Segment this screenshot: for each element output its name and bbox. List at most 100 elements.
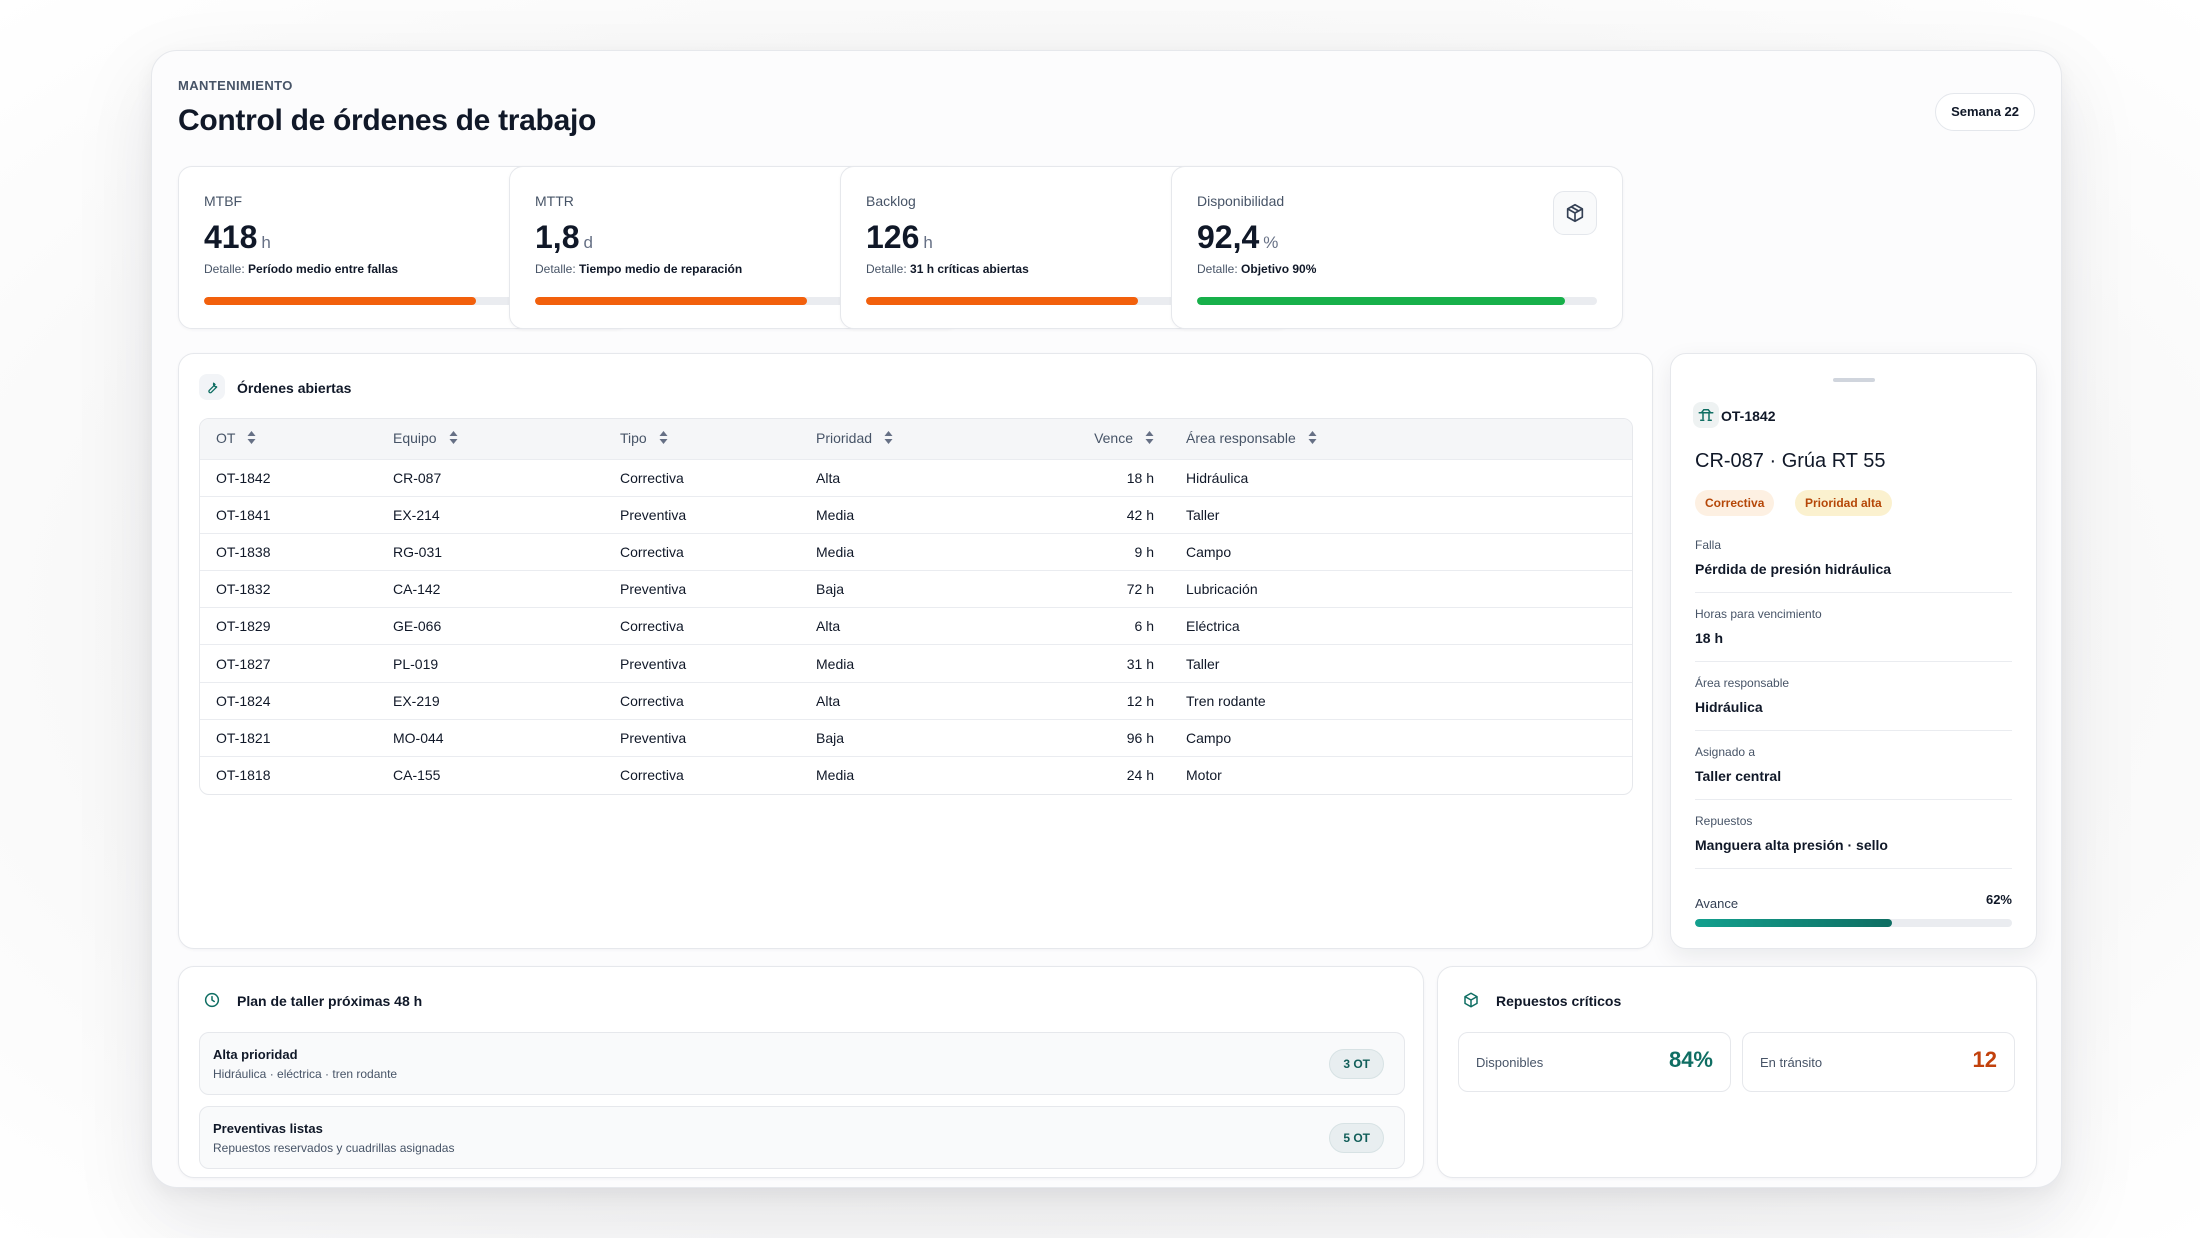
field-label-horas: Horas para vencimiento: [1695, 607, 1822, 621]
cell-vence: 96 h: [1126, 729, 1154, 746]
kpi-progress-track: [1197, 297, 1597, 305]
workshop-plan-panel: Plan de taller próximas 48 h Alta priori…: [178, 966, 1424, 1178]
orders-panel: Órdenes abiertas OT Equipo Tipo Priorida…: [178, 353, 1653, 949]
sort-icon: [1145, 431, 1154, 447]
dashboard-window: MANTENIMIENTO Control de órdenes de trab…: [151, 50, 2062, 1188]
kpi-detail: Detalle: 31 h críticas abiertas: [866, 262, 1029, 276]
column-header-equipo[interactable]: Equipo: [377, 419, 604, 459]
critical-spares-panel: Repuestos críticos Disponibles 84% En tr…: [1437, 966, 2037, 1178]
cell-prioridad: Baja: [816, 581, 845, 598]
kpi-label: Backlog: [866, 193, 916, 209]
table-row[interactable]: OT-1838 RG-031 Correctiva Media 9 h Campo: [200, 533, 1632, 570]
cell-vence: 18 h: [1126, 469, 1154, 486]
cell-prioridad: Media: [816, 543, 855, 560]
field-value-falla: Pérdida de presión hidráulica: [1695, 561, 1892, 577]
cell-tipo: Correctiva: [620, 618, 684, 635]
kpi-detail: Detalle: Objetivo 90%: [1197, 262, 1317, 276]
kpi-progress-track: [204, 297, 604, 305]
table-row[interactable]: OT-1829 GE-066 Correctiva Alta 6 h Eléctrica: [200, 607, 1632, 645]
cell-area: Taller: [1186, 506, 1220, 523]
column-header-area[interactable]: Área responsable: [1170, 419, 1632, 459]
table-row[interactable]: OT-1842 CR-087 Correctiva Alta 18 h Hidráulic…: [200, 459, 1632, 496]
cell-equipo: PL-019: [393, 655, 439, 672]
cell-ot: OT-1832: [216, 581, 271, 598]
crane-icon: [1693, 402, 1719, 428]
progress-track: [1695, 919, 2012, 927]
stock-card-available: Disponibles 84%: [1458, 1032, 1731, 1092]
cell-area: Tren rodante: [1186, 692, 1266, 709]
cell-prioridad: Media: [816, 506, 855, 523]
cell-vence: 24 h: [1126, 767, 1154, 784]
kpi-progress-track: [866, 297, 1266, 305]
column-header-ot[interactable]: OT: [200, 419, 377, 459]
cell-vence: 31 h: [1126, 655, 1154, 672]
kpi-value: 92,4%: [1197, 219, 1279, 255]
cell-equipo: EX-219: [393, 692, 440, 709]
kpi-detail: Detalle: Tiempo medio de reparación: [535, 262, 743, 276]
spares-panel-title: Repuestos críticos: [1496, 993, 1622, 1009]
week-selector-button[interactable]: Semana 22: [1935, 93, 2035, 131]
cell-vence: 9 h: [1134, 543, 1154, 560]
clock-icon: [199, 987, 225, 1013]
wrench-icon: [199, 374, 225, 400]
kpi-label: Disponibilidad: [1197, 193, 1285, 209]
divider: [1695, 868, 2012, 869]
cell-tipo: Preventiva: [620, 655, 687, 672]
table-row[interactable]: OT-1832 CA-142 Preventiva Baja 72 h Lubricaci…: [200, 570, 1632, 608]
sort-icon: [1308, 431, 1317, 447]
cell-prioridad: Baja: [816, 729, 845, 746]
kpi-card-availability: Disponibilidad 92,4% Detalle: Objetivo 9…: [1171, 166, 1623, 329]
cell-equipo: RG-031: [393, 543, 443, 560]
table-row[interactable]: OT-1841 EX-214 Preventiva Media 42 h Taller: [200, 496, 1632, 533]
kpi-progress-track: [535, 297, 935, 305]
stock-value: 84%: [1668, 1047, 1713, 1072]
table-row[interactable]: OT-1821 MO-044 Preventiva Baja 96 h Campo: [200, 719, 1632, 756]
field-value-asignado: Taller central: [1695, 768, 1782, 784]
cell-prioridad: Alta: [816, 618, 841, 635]
stock-card-in-transit: En tránsito 12: [1742, 1032, 2015, 1092]
progress-label: Avance: [1695, 896, 1739, 911]
cell-tipo: Correctiva: [620, 767, 684, 784]
cell-area: Hidráulica: [1186, 469, 1249, 486]
divider: [1695, 661, 2012, 662]
package-icon: [1458, 987, 1484, 1013]
kpi-value: 1,8 d: [535, 219, 593, 255]
kpi-progress-fill: [204, 297, 476, 305]
table-row[interactable]: OT-1824 EX-219 Correctiva Alta 12 h Tren roda…: [200, 682, 1632, 719]
kpi-value: 418 h: [204, 219, 271, 255]
orders-panel-title: Órdenes abiertas: [237, 380, 352, 396]
field-value-horas: 18 h: [1695, 630, 1724, 646]
plan-item-high-priority[interactable]: Alta prioridad Hidráulica · eléctrica · …: [199, 1032, 1405, 1095]
cell-ot: OT-1821: [216, 729, 271, 746]
divider: [1695, 799, 2012, 800]
plan-item-name: Alta prioridad: [213, 1047, 298, 1062]
detail-title: CR-087 · Grúa RT 55: [1695, 450, 1886, 472]
page-title: Control de órdenes de trabajo: [178, 104, 597, 137]
cell-tipo: Preventiva: [620, 729, 687, 746]
plan-item-preventive-ready[interactable]: Preventivas listas Repuestos reservados …: [199, 1106, 1405, 1169]
plan-item-count-badge: 3 OT: [1329, 1049, 1384, 1079]
sort-icon: [884, 431, 893, 447]
cell-ot: OT-1818: [216, 767, 271, 784]
table-row[interactable]: OT-1827 PL-019 Preventiva Media 31 h Taller: [200, 644, 1632, 682]
cell-prioridad: Alta: [816, 692, 841, 709]
kpi-detail: Detalle: Período medio entre fallas: [204, 262, 399, 276]
cell-equipo: CA-142: [393, 581, 441, 598]
orders-table: OT Equipo Tipo Prioridad Vence Área resp…: [199, 418, 1633, 795]
plan-item-count-badge: 5 OT: [1329, 1123, 1384, 1153]
tag-correctiva: Correctiva: [1695, 490, 1775, 516]
cell-ot: OT-1824: [216, 692, 271, 709]
kpi-progress-fill: [866, 297, 1138, 305]
cell-vence: 72 h: [1126, 581, 1154, 598]
cell-ot: OT-1829: [216, 618, 271, 635]
sort-icon: [449, 431, 458, 447]
column-header-prioridad[interactable]: Prioridad: [800, 419, 1028, 459]
package-icon: [1553, 191, 1597, 235]
drag-handle[interactable]: [1832, 378, 1875, 382]
table-row[interactable]: OT-1818 CA-155 Correctiva Media 24 h Motor: [200, 756, 1632, 794]
column-header-tipo[interactable]: Tipo: [604, 419, 800, 459]
plan-panel-title: Plan de taller próximas 48 h: [237, 993, 423, 1009]
column-header-vence[interactable]: Vence: [1028, 419, 1170, 459]
cell-area: Eléctrica: [1186, 618, 1240, 635]
cell-equipo: CA-155: [393, 767, 441, 784]
